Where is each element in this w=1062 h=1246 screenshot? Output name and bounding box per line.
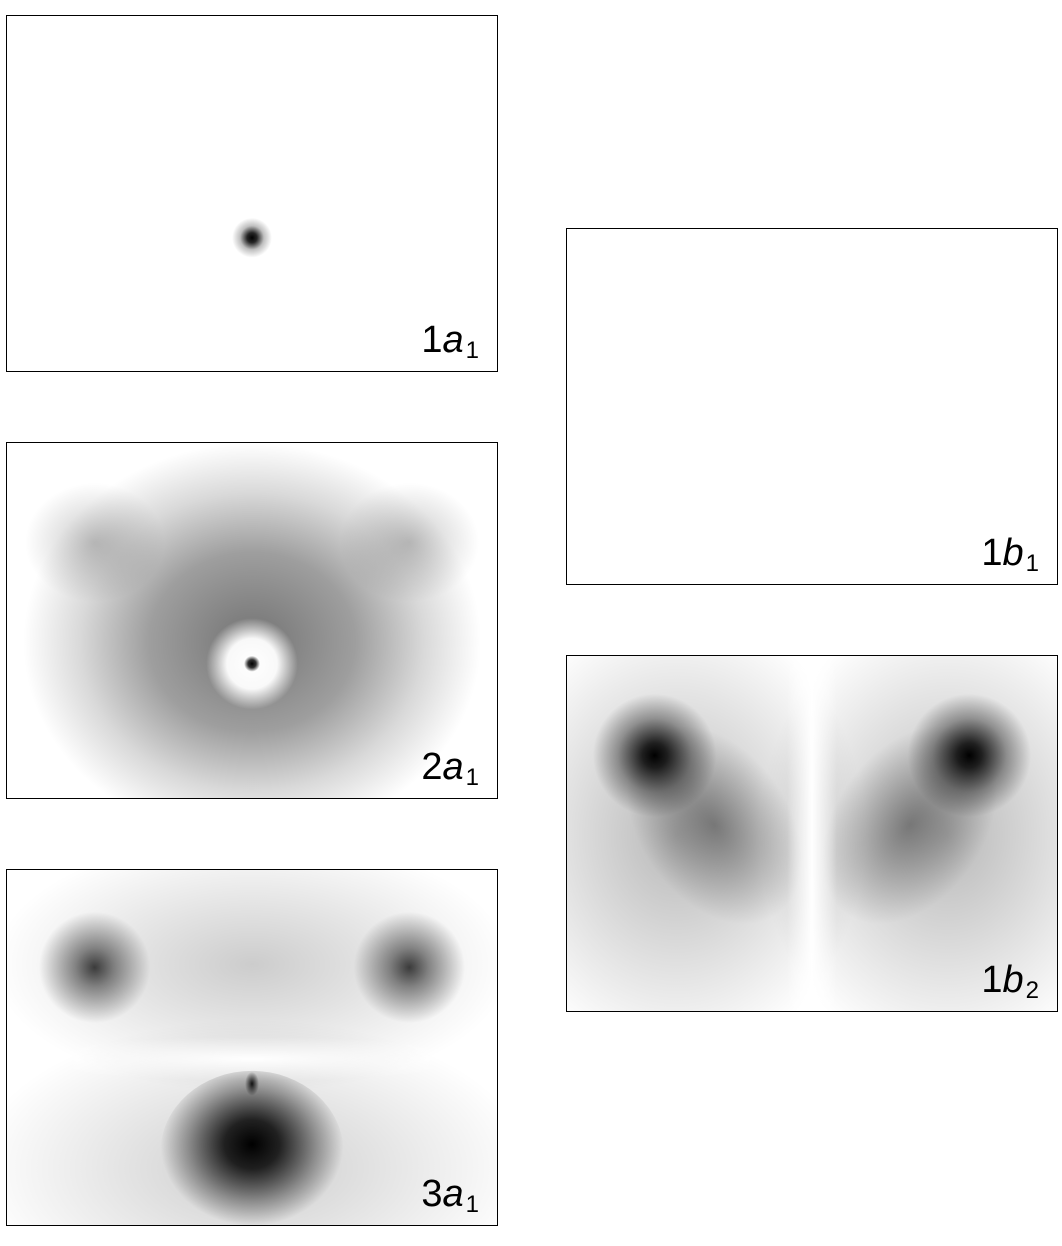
core-density-spot (232, 217, 272, 258)
hydrogen-lobe-right (339, 482, 480, 603)
panel-label-1a1: 1a1 (421, 319, 479, 364)
orbital-panel-3a1: 3a1 (6, 869, 498, 1226)
orbital-panel-2a1: 2a1 (6, 442, 498, 799)
nodal-plane (787, 656, 837, 1011)
hydrogen-lobe-left (38, 911, 151, 1024)
panel-label-1b2: 1b2 (981, 959, 1039, 1004)
orbital-panel-1b1: 1b1 (566, 228, 1058, 585)
orbital-panel-1a1: 1a1 (6, 15, 498, 372)
panel-label-1b1: 1b1 (981, 532, 1039, 577)
core-density-spot (244, 655, 260, 672)
orbital-density-1b2 (567, 656, 1057, 1011)
nodal-band (12, 1037, 492, 1081)
orbital-density-1b1 (567, 229, 1057, 584)
orbital-panel-1b2: 1b2 (566, 655, 1058, 1012)
panel-label-3a1: 3a1 (421, 1173, 479, 1218)
hydrogen-lobe-right (353, 911, 466, 1024)
orbital-density-3a1 (7, 870, 497, 1225)
core-density-spot (245, 1071, 259, 1096)
lone-pair-lobe (160, 1070, 344, 1225)
hydrogen-lobe-left (592, 693, 717, 818)
hydrogen-lobe-right (907, 693, 1032, 818)
panel-label-2a1: 2a1 (421, 746, 479, 791)
hydrogen-lobe-left (24, 482, 165, 603)
orbital-density-2a1 (23, 443, 481, 798)
orbital-density-1a1 (232, 217, 272, 258)
